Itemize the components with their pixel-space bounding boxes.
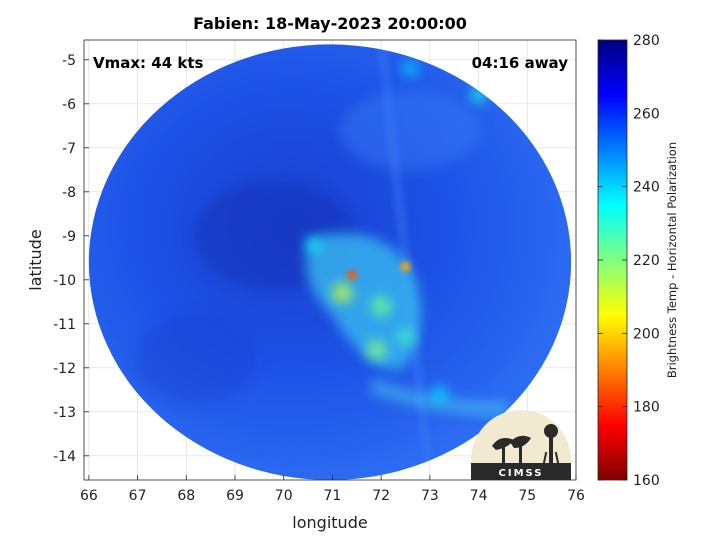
logo-text: CIMSS xyxy=(499,468,544,479)
tb-feature-point xyxy=(332,283,353,303)
warm-band xyxy=(340,90,481,171)
colorbar-tick-label: 260 xyxy=(633,106,660,122)
x-tick-label: 67 xyxy=(129,488,147,504)
x-tick-label: 76 xyxy=(567,488,585,504)
tb-feature-point xyxy=(366,340,387,361)
colorbar-tick-label: 220 xyxy=(633,253,660,269)
time-away-annotation: 04:16 away xyxy=(472,54,569,72)
x-axis-label: longitude xyxy=(292,513,367,532)
x-tick-label: 75 xyxy=(518,488,536,504)
x-tick-label: 72 xyxy=(372,488,390,504)
logo-tower xyxy=(544,424,558,438)
y-tick-label: -14 xyxy=(53,449,76,465)
y-tick-label: -11 xyxy=(53,317,76,333)
axes-box xyxy=(83,39,577,481)
colorbar-ticks: 160 180 200 220 240 260 280 xyxy=(598,33,660,489)
swath-detail xyxy=(136,44,509,480)
colorbar-tick-label: 240 xyxy=(633,180,660,196)
x-tick-label: 74 xyxy=(470,488,488,504)
y-tick-label: -12 xyxy=(53,361,76,377)
x-ticks: 66 67 68 69 70 71 72 73 74 75 76 xyxy=(80,475,585,504)
colorbar-tick-label: 180 xyxy=(633,400,660,416)
chart-title: Fabien: 18-May-2023 20:00:00 xyxy=(193,14,467,33)
x-tick-label: 66 xyxy=(80,488,98,504)
tb-feature-point xyxy=(400,261,411,272)
y-tick-label: -5 xyxy=(62,53,76,69)
tb-feature-point xyxy=(304,236,321,253)
y-tick-label: -9 xyxy=(62,229,76,245)
colorbar-label: Brightness Temp - Horizontal Polarizatio… xyxy=(665,142,679,378)
x-tick-label: 70 xyxy=(275,488,293,504)
cold-band xyxy=(136,314,257,404)
y-tick-label: -8 xyxy=(62,185,76,201)
cimss-logo: CIMSS xyxy=(471,410,571,480)
tb-feature-point xyxy=(371,296,392,317)
vmax-annotation: Vmax: 44 kts xyxy=(93,54,203,72)
y-tick-label: -6 xyxy=(62,97,76,113)
colorbar-tick-label: 200 xyxy=(633,326,660,342)
rain-band xyxy=(306,233,422,370)
outer-band xyxy=(369,378,509,416)
y-tick-label: -10 xyxy=(53,273,76,289)
colorbar-tick-label: 160 xyxy=(633,473,660,489)
swath-layer xyxy=(88,44,572,480)
x-tick-label: 71 xyxy=(324,488,342,504)
y-axis-label: latitude xyxy=(26,229,45,290)
tb-feature-point xyxy=(402,60,419,77)
logo-dish xyxy=(492,438,514,450)
x-tick-label: 69 xyxy=(226,488,244,504)
x-tick-label: 68 xyxy=(177,488,195,504)
y-ticks: -5 -6 -7 -8 -9 -10 -11 -12 -13 -14 xyxy=(53,53,89,465)
y-tick-label: -13 xyxy=(53,405,76,421)
tb-feature-point xyxy=(397,329,414,345)
y-tick-label: -7 xyxy=(62,141,76,157)
tb-feature-point xyxy=(431,386,448,403)
x-tick-label: 73 xyxy=(421,488,439,504)
colorbar-tick-label: 280 xyxy=(633,33,660,49)
tb-feature-point xyxy=(346,270,357,281)
colorbar: 160 180 200 220 240 260 280 Brightness Temp - … xyxy=(597,33,679,489)
